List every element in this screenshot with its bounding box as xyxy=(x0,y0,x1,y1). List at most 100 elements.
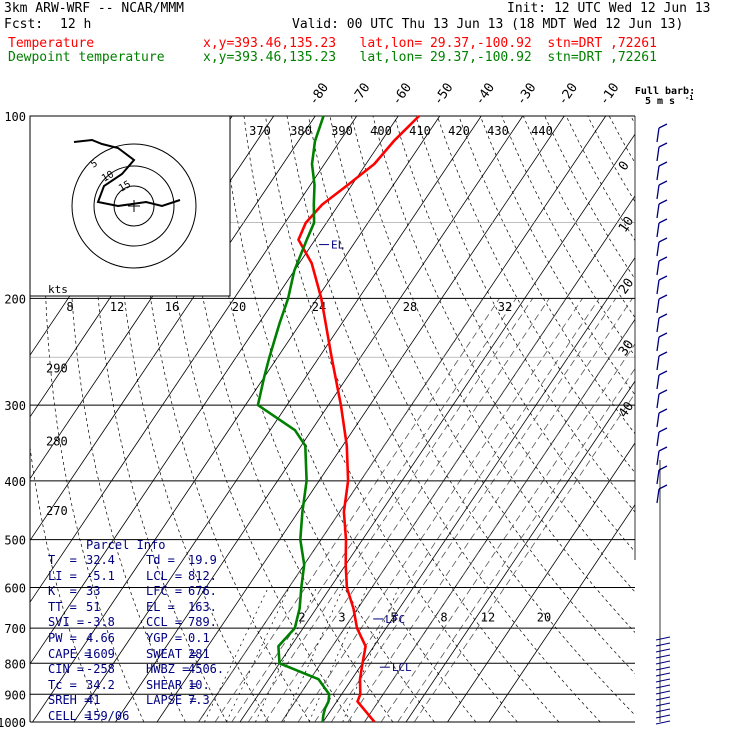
parcel-param-value: 812. xyxy=(188,568,217,583)
isotherm-line xyxy=(447,442,635,722)
lfc-label: LFC xyxy=(385,613,405,626)
wind-barb xyxy=(656,199,668,219)
theta-label: 440 xyxy=(531,124,553,138)
lcl-label: LCL xyxy=(392,661,412,674)
hodograph-ring xyxy=(93,165,175,247)
wind-barb xyxy=(655,642,671,647)
wind-barb-staff xyxy=(656,317,660,333)
dry-adiabat xyxy=(351,116,635,633)
isotherm-line xyxy=(30,116,358,603)
dry-adiabat xyxy=(479,116,635,396)
parcel-param-label: LCL = xyxy=(146,568,183,583)
parcel-param-label: SVI = xyxy=(48,615,85,630)
parcel-param-label: CCL = xyxy=(146,615,183,630)
wind-barb-staff xyxy=(656,298,660,314)
barb-key-title: Full barb: xyxy=(635,86,695,97)
wind-barb-flag xyxy=(658,351,668,357)
wind-barb xyxy=(656,427,668,447)
dry-adiabat xyxy=(436,116,635,474)
dry-adiabat xyxy=(68,116,186,722)
wind-barb xyxy=(656,161,668,181)
wind-speed-label: 28 xyxy=(403,300,417,314)
theta-label: 430 xyxy=(487,124,509,138)
pressure-tick-label: 500 xyxy=(4,534,26,548)
hodograph-trace xyxy=(73,138,181,208)
parcel-param-value: -258 xyxy=(86,662,115,677)
parcel-param-value: 0.1 xyxy=(188,631,210,645)
wind-barb-flag xyxy=(658,123,668,129)
wind-barb xyxy=(656,370,668,390)
wind-barb xyxy=(656,294,668,314)
wind-barb-flag xyxy=(658,313,668,319)
hodograph-ring xyxy=(71,143,197,269)
wind-barb xyxy=(656,351,668,371)
pressure-tick-label: 700 xyxy=(4,622,26,636)
wind-barb-staff xyxy=(656,279,660,295)
wind-barb-flag xyxy=(658,161,668,167)
wind-barb-flag xyxy=(658,427,668,433)
parcel-param-value: 281 xyxy=(188,646,210,661)
wind-barb-staff xyxy=(656,488,660,504)
wind-barb xyxy=(656,142,668,162)
mixing-ratio-label: 8 xyxy=(440,611,447,625)
mixing-ratio-label: 12 xyxy=(481,611,495,625)
isotherm-label: -20 xyxy=(555,80,581,108)
moist-adiabat xyxy=(314,298,600,722)
isotherm-line xyxy=(488,504,635,722)
wind-speed-unit: kts xyxy=(48,283,68,296)
wind-barb-staff xyxy=(656,374,660,390)
wind-barb-flag xyxy=(658,275,668,281)
pressure-tick-label: 600 xyxy=(4,582,26,596)
dry-adiabat xyxy=(674,116,740,722)
model-title: 3km ARW-WRF -- NCAR/MMM xyxy=(4,1,185,16)
wind-barb-flag xyxy=(658,237,668,243)
theta-label: 390 xyxy=(331,124,353,138)
wind-barb xyxy=(655,648,671,653)
wind-barb xyxy=(655,666,671,671)
parcel-param-value: 33 xyxy=(86,584,101,599)
parcel-param-label: EL = xyxy=(146,599,175,614)
wind-speed-label: 20 xyxy=(232,300,246,314)
moist-adiabat xyxy=(364,318,635,722)
parcel-param-value: 159/06 xyxy=(86,709,130,723)
wind-barbs xyxy=(655,123,671,725)
wind-barb-staff xyxy=(656,450,660,466)
mixing-ratio-line xyxy=(283,587,344,722)
parcel-param-value: 34.2 xyxy=(86,677,115,692)
wind-barb xyxy=(655,696,671,701)
parcel-param-label: PW = xyxy=(48,631,77,645)
dry-adiabat xyxy=(394,116,635,553)
wind-speed-label: 8 xyxy=(66,300,73,314)
wind-barb xyxy=(656,446,668,466)
theta-label: 420 xyxy=(448,124,470,138)
moist-adiabat xyxy=(214,298,500,722)
wind-barb xyxy=(656,484,668,504)
header: 3km ARW-WRF -- NCAR/MMM Init: 12 UTC Wed… xyxy=(0,0,740,70)
wind-barb-flag xyxy=(658,199,668,205)
wind-barb-staff xyxy=(656,184,660,200)
parcel-param-value: 163. xyxy=(188,599,217,614)
isotherm-label: -70 xyxy=(348,80,374,108)
dry-adiabat xyxy=(157,116,352,722)
wind-barb-staff xyxy=(656,222,660,238)
isotherm-line xyxy=(239,133,635,722)
moist-adiabat xyxy=(247,298,534,722)
moist-adiabat xyxy=(281,298,567,722)
wind-barb-staff xyxy=(656,260,660,276)
wind-barb xyxy=(656,408,668,428)
wind-barb-staff xyxy=(656,469,660,485)
wind-barb-flag xyxy=(658,256,668,262)
theta-label: 290 xyxy=(46,361,68,375)
pressure-tick-label: 200 xyxy=(4,292,26,306)
mixing-ratio-line xyxy=(342,587,399,722)
wind-barb-flag xyxy=(658,294,668,300)
wind-barb xyxy=(655,702,671,707)
parcel-param-value: 676. xyxy=(188,584,217,599)
parcel-param-label: LFC = xyxy=(146,584,183,599)
dewpoint-trace xyxy=(256,115,331,723)
isotherm-line xyxy=(364,318,635,722)
wind-barb-staff xyxy=(656,431,660,447)
parcel-param-value: 7.3 xyxy=(188,693,210,708)
init-time: Init: 12 UTC Wed 12 Jun 13 xyxy=(507,1,711,16)
